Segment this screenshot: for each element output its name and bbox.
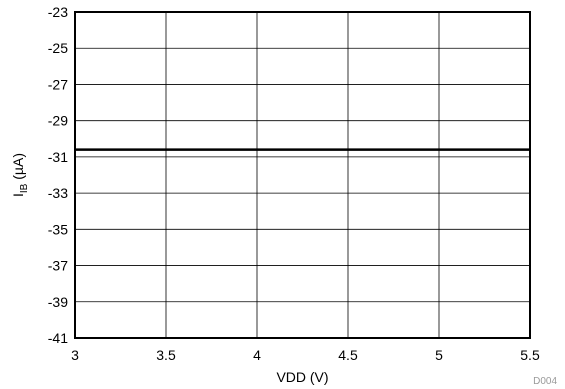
y-tick-labels: -23 -25 -27 -29 -31 -33 -35 -37 -39 -41 bbox=[48, 4, 68, 346]
x-axis-label: VDD (V) bbox=[276, 369, 328, 385]
y-axis-label-subscript: IB bbox=[19, 183, 30, 193]
y-tick-label: -39 bbox=[48, 294, 68, 310]
y-tick-label: -33 bbox=[48, 185, 68, 201]
y-tick-label: -31 bbox=[48, 149, 68, 165]
x-tick-label: 4 bbox=[253, 347, 261, 363]
y-tick-label: -25 bbox=[48, 40, 68, 56]
y-tick-label: -23 bbox=[48, 4, 68, 20]
y-tick-label: -27 bbox=[48, 76, 68, 92]
y-tick-label: -41 bbox=[48, 330, 68, 346]
grid bbox=[75, 12, 530, 338]
x-tick-label: 5 bbox=[435, 347, 443, 363]
y-axis-label: IIB (µA) bbox=[10, 153, 30, 197]
y-axis-label-unit: (µA) bbox=[10, 153, 26, 184]
y-tick-label: -37 bbox=[48, 258, 68, 274]
x-tick-label: 3 bbox=[71, 347, 79, 363]
x-tick-labels: 3 3.5 4 4.5 5 5.5 bbox=[71, 347, 540, 363]
x-tick-label: 4.5 bbox=[338, 347, 358, 363]
figure-code-label: D004 bbox=[533, 376, 557, 387]
y-tick-label: -29 bbox=[48, 113, 68, 129]
y-tick-label: -35 bbox=[48, 221, 68, 237]
plot-frame bbox=[74, 11, 531, 339]
y-axis-label-main: I bbox=[10, 193, 26, 197]
x-tick-label: 5.5 bbox=[520, 347, 540, 363]
x-tick-label: 3.5 bbox=[156, 347, 176, 363]
